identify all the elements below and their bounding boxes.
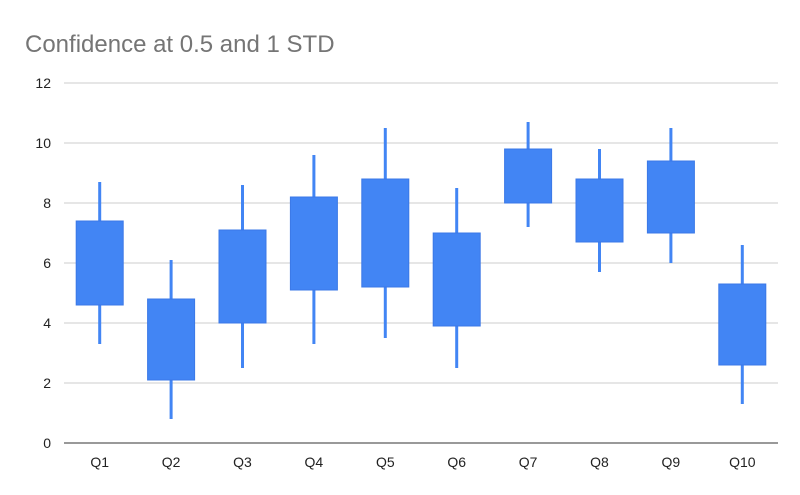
- candle-body: [718, 283, 767, 366]
- candles: [75, 122, 767, 419]
- candle-body: [504, 148, 553, 204]
- y-tick-label: 8: [43, 195, 51, 211]
- y-tick-label: 2: [43, 375, 51, 391]
- y-tick-label: 4: [43, 315, 51, 331]
- candle: [289, 155, 338, 344]
- x-tick-label: Q4: [305, 454, 324, 470]
- x-tick-label: Q2: [162, 454, 181, 470]
- candle: [575, 149, 624, 272]
- candle: [646, 128, 695, 263]
- candle: [75, 182, 124, 344]
- x-tick-label: Q9: [662, 454, 681, 470]
- x-tick-label: Q5: [376, 454, 395, 470]
- candle-body: [75, 220, 124, 306]
- candle-body: [432, 232, 481, 327]
- x-tick-label: Q8: [590, 454, 609, 470]
- candle-body: [646, 160, 695, 234]
- y-tick-label: 0: [43, 435, 51, 451]
- x-tick-label: Q3: [233, 454, 252, 470]
- x-tick-label: Q7: [519, 454, 538, 470]
- candle: [361, 128, 410, 338]
- y-tick-label: 10: [35, 135, 51, 151]
- candle: [718, 245, 767, 404]
- candle: [432, 188, 481, 368]
- candle-body: [147, 298, 196, 381]
- chart-title: Confidence at 0.5 and 1 STD: [25, 31, 335, 58]
- candle-body: [361, 178, 410, 288]
- y-tick-label: 12: [35, 75, 51, 91]
- y-axis-ticks: 0 2 4 6 8 10 12: [35, 75, 51, 451]
- candle-body: [575, 178, 624, 243]
- candle: [504, 122, 553, 227]
- candle: [218, 185, 267, 368]
- candle: [147, 260, 196, 419]
- y-tick-label: 6: [43, 255, 51, 271]
- x-tick-label: Q6: [447, 454, 466, 470]
- x-tick-label: Q10: [729, 454, 756, 470]
- x-axis-ticks: Q1 Q2 Q3 Q4 Q5 Q6 Q7 Q8 Q9 Q10: [90, 454, 755, 470]
- candle-body: [218, 229, 267, 324]
- candle-body: [289, 196, 338, 291]
- x-tick-label: Q1: [90, 454, 109, 470]
